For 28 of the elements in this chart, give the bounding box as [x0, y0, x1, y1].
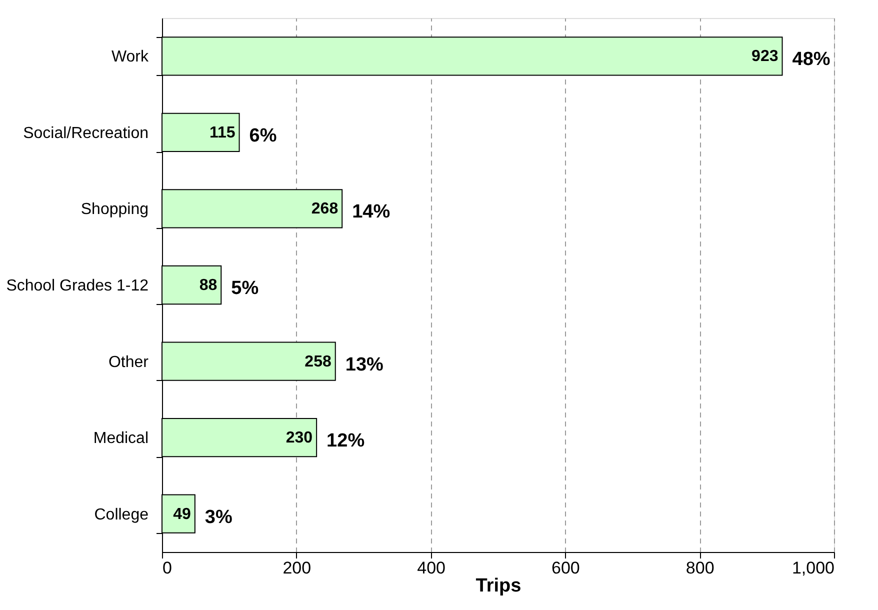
y-tick-label: Medical — [93, 430, 148, 448]
y-tick-label: Other — [108, 354, 150, 371]
data-label: 230 — [286, 430, 313, 447]
y-tick-label: College — [94, 506, 149, 524]
y-tick-label: Social/Recreation — [23, 124, 148, 142]
annotation: 12% — [326, 430, 365, 452]
data-label: 923 — [752, 48, 778, 66]
annotation: 14% — [352, 202, 390, 223]
annotation: 5% — [231, 278, 259, 299]
x-tick-label: 800 — [686, 558, 714, 578]
y-tick-label: School Grades 1-12 — [6, 278, 149, 294]
y-tick-label: Work — [111, 48, 150, 66]
x-tick-label: 1,000 — [792, 558, 834, 578]
annotation: 13% — [345, 354, 384, 376]
x-tick-label: 0 — [162, 558, 172, 578]
annotation: 48% — [792, 49, 830, 70]
x-tick-label: 200 — [282, 558, 312, 578]
x-axis-title: Trips — [476, 576, 522, 596]
annotation: 3% — [204, 506, 232, 528]
data-label: 258 — [304, 353, 332, 370]
data-label: 88 — [199, 277, 218, 294]
data-label: 49 — [173, 506, 192, 523]
x-tick-label: 400 — [417, 558, 446, 578]
x-tick-label: 600 — [552, 558, 580, 578]
data-label: 268 — [311, 200, 338, 218]
y-tick-label: Shopping — [80, 201, 148, 218]
data-label: 115 — [209, 124, 236, 142]
annotation: 6% — [249, 125, 277, 146]
